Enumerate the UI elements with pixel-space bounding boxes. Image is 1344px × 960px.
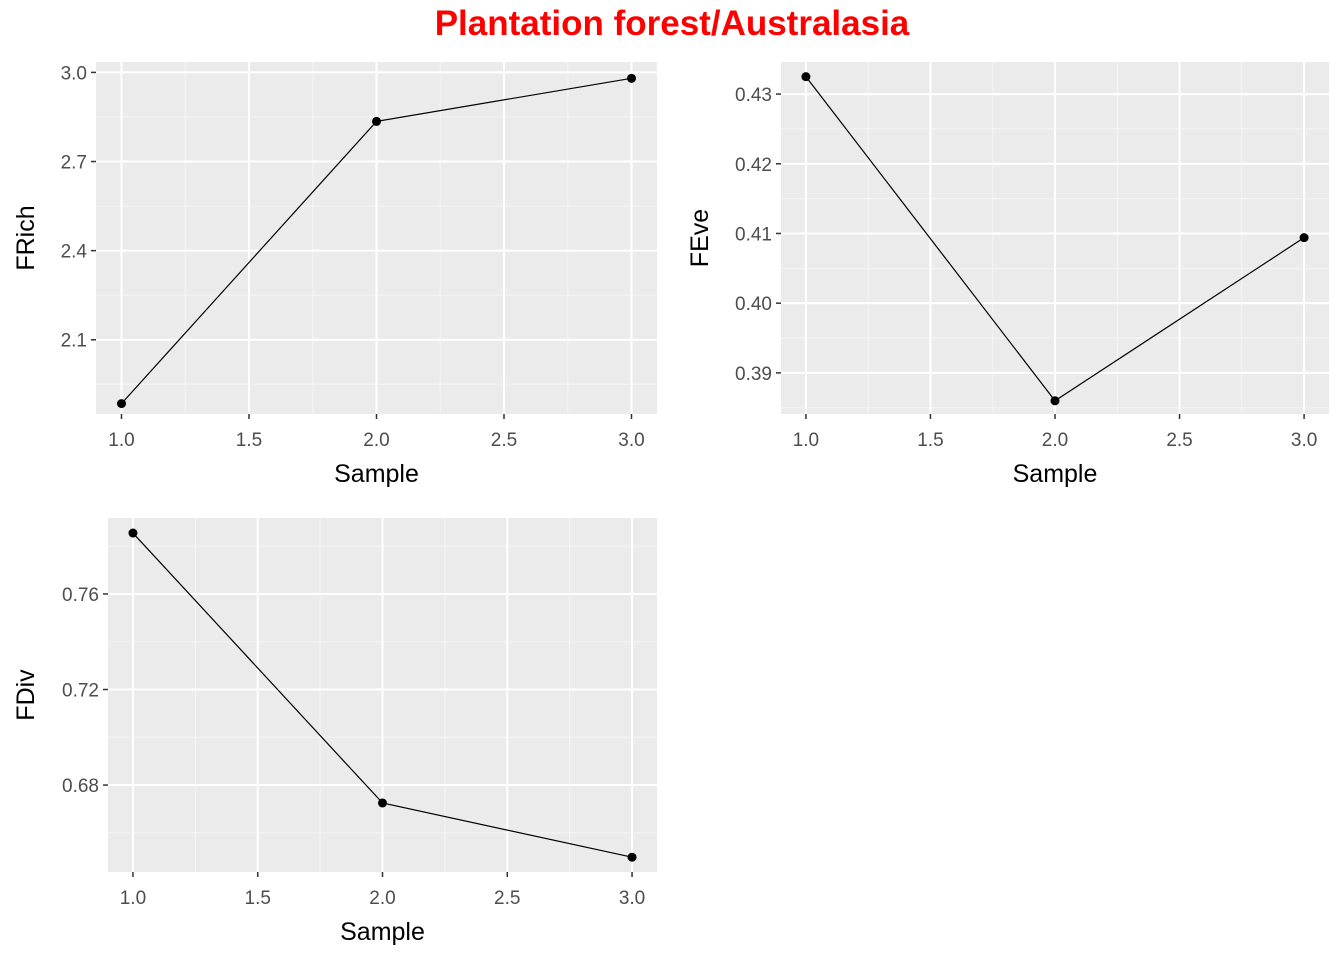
data-point bbox=[627, 73, 636, 83]
y-axis-title: FRich bbox=[12, 205, 40, 270]
x-tick-label: 2.0 bbox=[363, 430, 389, 451]
x-axis-title: Sample bbox=[340, 918, 425, 946]
x-axis-title: Sample bbox=[334, 460, 419, 488]
y-tick-label: 0.39 bbox=[735, 364, 772, 385]
panel-3: 1.0 1.5 2.0 2.5 3.0 0.68 0.72 0.76 Sample FDiv bbox=[12, 518, 657, 946]
data-point bbox=[117, 399, 126, 409]
data-point bbox=[128, 528, 138, 538]
x-axis-title: Sample bbox=[1013, 460, 1098, 488]
y-tick-label: 0.41 bbox=[735, 224, 772, 245]
x-tick-label: 2.5 bbox=[1166, 430, 1192, 451]
y-tick-label: 0.43 bbox=[735, 85, 772, 106]
x-tick-label: 2.5 bbox=[494, 888, 520, 909]
x-tick-label: 2.0 bbox=[1042, 430, 1068, 451]
x-tick-label: 3.0 bbox=[619, 888, 645, 909]
data-point bbox=[801, 72, 811, 82]
y-tick-label: 2.4 bbox=[61, 242, 88, 263]
y-axis-title: FDiv bbox=[12, 669, 40, 721]
y-tick-label: 0.76 bbox=[62, 585, 99, 606]
x-tick-label: 3.0 bbox=[618, 430, 644, 451]
x-tick-label: 1.0 bbox=[120, 888, 146, 909]
figure-title: Plantation forest/Australasia bbox=[434, 4, 910, 43]
x-tick-label: 3.0 bbox=[1291, 430, 1317, 451]
x-tick-label: 2.5 bbox=[491, 430, 517, 451]
x-tick-label: 1.5 bbox=[236, 430, 262, 451]
panel-2: 1.0 1.5 2.0 2.5 3.0 0.39 0.40 0.41 0.42 0.43 Sampl… bbox=[686, 62, 1329, 488]
x-tick-label: 1.5 bbox=[917, 430, 943, 451]
x-tick-label: 1.0 bbox=[793, 430, 819, 451]
data-point bbox=[1299, 233, 1309, 243]
y-tick-label: 3.0 bbox=[61, 63, 87, 84]
data-point bbox=[1050, 396, 1060, 406]
data-point bbox=[372, 116, 381, 126]
y-axis-title: FEve bbox=[686, 209, 714, 267]
x-tick-label: 2.0 bbox=[369, 888, 395, 909]
panel-1: 1.0 1.5 2.0 2.5 3.0 2.1 2.4 2.7 3.0 Sample FRich bbox=[12, 62, 657, 488]
x-tick-label: 1.0 bbox=[108, 430, 134, 451]
y-tick-label: 0.42 bbox=[735, 155, 772, 176]
y-tick-label: 2.7 bbox=[61, 153, 87, 174]
y-tick-label: 2.1 bbox=[61, 331, 87, 352]
y-tick-label: 0.40 bbox=[735, 294, 772, 315]
data-point bbox=[378, 798, 387, 808]
data-point bbox=[627, 852, 637, 862]
y-tick-label: 0.72 bbox=[62, 681, 99, 702]
x-tick-label: 1.5 bbox=[245, 888, 271, 909]
y-tick-label: 0.68 bbox=[62, 776, 99, 797]
